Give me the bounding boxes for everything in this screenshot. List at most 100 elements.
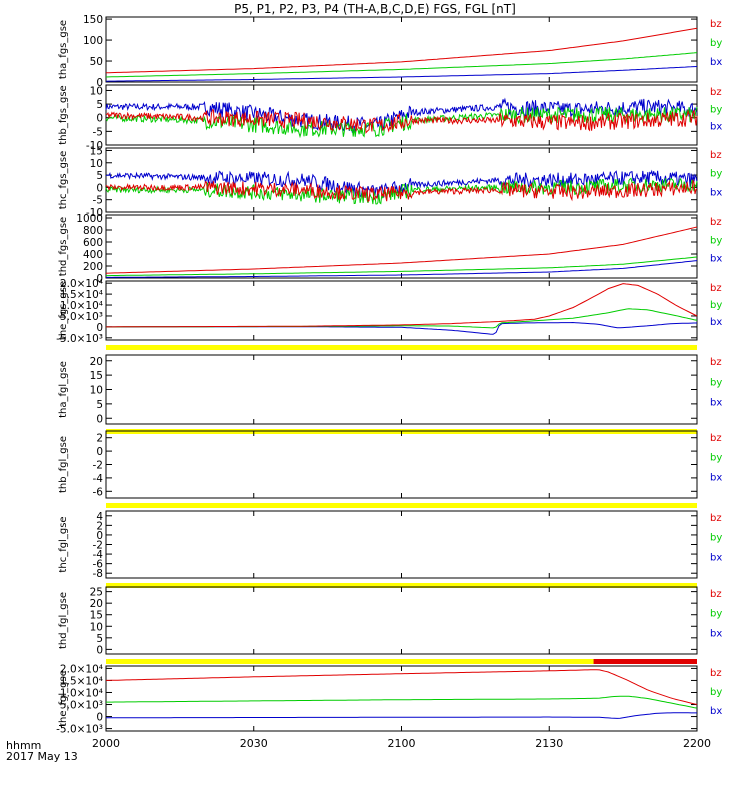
y-tick-label: 10 [90,385,103,397]
legend-bz: bz [710,668,722,679]
y-tick-label: -4 [93,473,104,485]
series-bz-line [106,283,698,328]
legend-bz: bz [710,19,722,30]
y-tick-label: -5 [93,195,103,207]
y-tick-label: 20 [90,598,103,610]
series-bx-line [106,712,697,719]
time-axis: 2000 2030 2100 2130 2200 [92,737,711,750]
x-tick-label: 2200 [683,737,711,750]
panel-the_fgl_gse: -5.0×10³05.0×10³1.0×10⁴1.5×10⁴2.0×10⁴the… [56,663,722,735]
y-tick-label: 2 [96,433,103,445]
panel-frame [105,510,698,579]
series-bz-line [105,178,698,203]
flag-bar-yellow [106,503,697,508]
time-axis-label-date: 2017 May 13 [6,750,78,763]
y-tick-label: 0 [96,530,103,542]
legend-bz: bz [710,217,722,228]
legend-bx: bx [710,57,722,68]
panel-frame [105,16,698,83]
x-tick-label: 2000 [92,737,120,750]
panel-the_fgs_gse: -5.0×10³05.0×10³1.0×10⁴1.5×10⁴2.0×10⁴the… [56,278,722,350]
series-bx-line [106,260,698,278]
series-bz-line [105,226,698,274]
time-axis-label-hhmm: hhmm [6,739,41,752]
y-tick-label: 5 [96,99,103,111]
panel-ylabel: thd_fgs_gse [58,217,69,276]
legend-by: by [710,235,722,246]
panel-ylabel: the_fgs_gse [58,281,69,340]
series-bx-line [105,66,698,82]
legend-bx: bx [710,552,722,563]
y-tick-label: 5.0×10³ [60,311,103,323]
y-tick-label: 2 [96,520,103,532]
y-tick-label: 5.0×10³ [60,700,103,712]
series-by-line [105,52,698,78]
panel-ylabel: tha_fgl_gse [58,361,69,418]
panel-ylabel: thc_fgl_gse [58,516,69,572]
legend-bx: bx [710,628,722,639]
series-by-line [106,256,698,277]
y-tick-label: -10 [86,207,103,219]
y-tick-label: 0 [96,446,103,458]
legend-bz: bz [710,513,722,524]
legend-bz: bz [710,150,722,161]
y-tick-label: 1.0×10⁴ [60,687,103,699]
legend-by: by [710,169,722,180]
y-tick-label: 0 [96,273,103,285]
legend-bx: bx [710,122,722,133]
y-tick-label: 10 [90,85,103,97]
legend-bx: bx [710,706,722,717]
y-tick-label: 1.5×10⁴ [60,289,103,301]
flag-bar-yellow [106,345,697,350]
y-tick-label: 5 [96,399,103,411]
legend-bz: bz [710,433,722,444]
panel-ylabel: thb_fgs_gse [58,85,69,144]
legend-by: by [710,377,722,388]
legend-bz: bz [710,87,722,98]
y-tick-label: 0 [96,322,103,334]
y-tick-label: 25 [90,587,103,599]
legend-by: by [710,687,722,698]
y-tick-label: 0 [96,712,103,724]
y-tick-label: 10 [90,621,103,633]
y-tick-label: 400 [83,249,103,261]
panel-frame [105,586,698,655]
legend-by: by [710,38,722,49]
y-tick-label: -5 [93,126,103,138]
y-tick-label: -6 [93,559,104,571]
panel-ylabel: tha_fgs_gse [58,20,69,79]
legend-by: by [710,453,722,464]
x-tick-label: 2030 [240,737,268,750]
y-tick-label: 200 [83,261,103,273]
y-tick-label: 15 [90,370,103,382]
legend-by: by [710,300,722,311]
legend-bx: bx [710,472,722,483]
y-tick-label: 20 [90,356,103,368]
y-tick-label: 2.0×10⁴ [60,278,103,290]
legend-bx: bx [710,187,722,198]
y-tick-label: -6 [93,486,104,498]
series-bz-line [106,669,698,705]
panel-frame [105,665,698,732]
y-tick-label: 0 [96,182,103,194]
y-tick-label: -5.0×10³ [56,724,103,736]
y-tick-label: -4 [93,549,104,561]
panel-frame [105,430,698,499]
y-tick-label: 1.5×10⁴ [60,675,103,687]
panel-frame [105,147,698,213]
y-tick-label: 0 [96,644,103,656]
y-tick-label: 5 [96,170,103,182]
panel-ylabel: the_fgl_gse [58,670,69,727]
panel-ylabel: thb_fgl_gse [58,436,69,493]
legend-bz: bz [710,357,722,368]
flag-bar-red [593,659,697,664]
series-bz-line [105,27,698,74]
series-by-line [106,695,698,709]
x-tick-label: 2100 [388,737,416,750]
y-tick-label: 5 [96,633,103,645]
y-tick-label: -10 [86,140,103,152]
y-tick-label: 15 [90,610,103,622]
